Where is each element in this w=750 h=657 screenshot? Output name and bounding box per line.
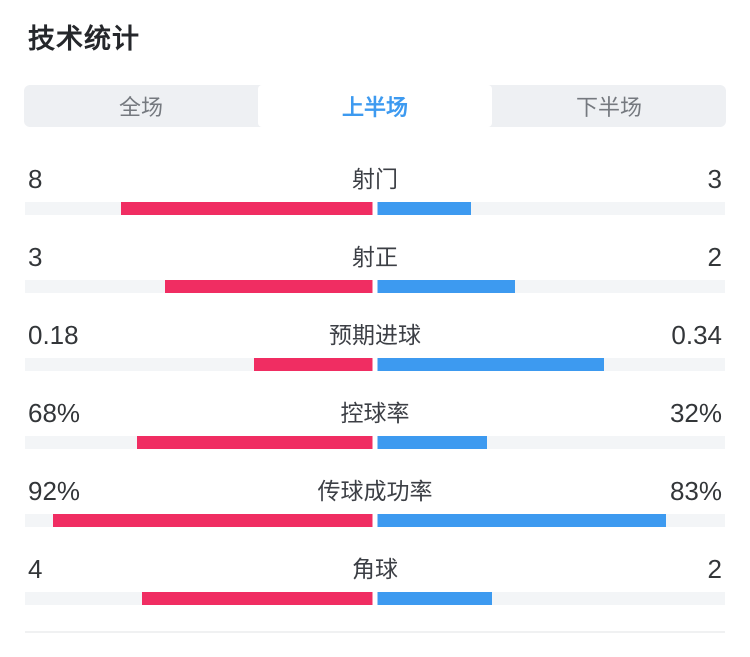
stat-bar-track [25,279,725,294]
stat-label: 传球成功率 [317,478,433,504]
away-value: 2 [707,554,722,584]
away-bar [375,280,515,293]
page-title: 技术统计 [28,24,140,54]
away-bar [375,514,666,527]
stat-bar-track [25,435,725,450]
away-bar [375,436,487,449]
stat-row: 92% 传球成功率 83% [0,477,750,528]
stat-text-line: 68% 控球率 32% [0,399,750,427]
stat-row: 68% 控球率 32% [0,399,750,450]
stat-row: 3 射正 2 [0,243,750,294]
center-divider [372,591,378,606]
home-bar [137,436,375,449]
stat-text-line: 92% 传球成功率 83% [0,477,750,505]
home-bar [53,514,375,527]
stat-text-line: 3 射正 2 [0,243,750,271]
center-divider [372,513,378,528]
stat-bar-track [25,201,725,216]
tab-full-match[interactable]: 全场 [118,95,163,120]
away-value: 83% [669,476,722,506]
home-value: 3 [28,242,43,272]
period-tab-bar: 全场 上半场 下半场 [24,85,726,127]
home-bar [165,280,375,293]
stats-list: 8 射门 3 3 射正 2 0.18 预期进球 0.34 [0,165,750,633]
home-bar [253,358,375,371]
away-value: 32% [669,398,722,428]
center-divider [372,357,378,372]
stat-label: 射门 [352,166,398,192]
home-bar [141,592,375,605]
away-bar [375,202,471,215]
home-value: 68% [28,398,81,428]
stat-row: 4 角球 2 [0,555,750,606]
stat-row: 8 射门 3 [0,165,750,216]
stat-text-line: 8 射门 3 [0,165,750,193]
center-divider [372,201,378,216]
stat-label: 射正 [352,244,398,270]
home-bar [120,202,375,215]
tab-first-half[interactable]: 上半场 [258,85,492,127]
stat-label: 角球 [352,556,398,582]
stat-bar-track [25,357,725,372]
away-value: 2 [707,242,722,272]
stat-bar-track [25,591,725,606]
home-value: 0.18 [28,320,79,350]
away-value: 3 [707,164,722,194]
away-value: 0.34 [671,320,722,350]
center-divider [372,435,378,450]
home-value: 4 [28,554,43,584]
stat-text-line: 4 角球 2 [0,555,750,583]
center-divider [372,279,378,294]
tab-second-half[interactable]: 下半场 [575,95,642,120]
stat-bar-track [25,513,725,528]
away-bar [375,358,604,371]
away-bar [375,592,492,605]
section-divider [25,631,725,633]
home-value: 92% [28,476,81,506]
home-value: 8 [28,164,43,194]
stat-label: 预期进球 [329,322,421,348]
stat-row: 0.18 预期进球 0.34 [0,321,750,372]
stat-text-line: 0.18 预期进球 0.34 [0,321,750,349]
stat-label: 控球率 [340,400,410,426]
